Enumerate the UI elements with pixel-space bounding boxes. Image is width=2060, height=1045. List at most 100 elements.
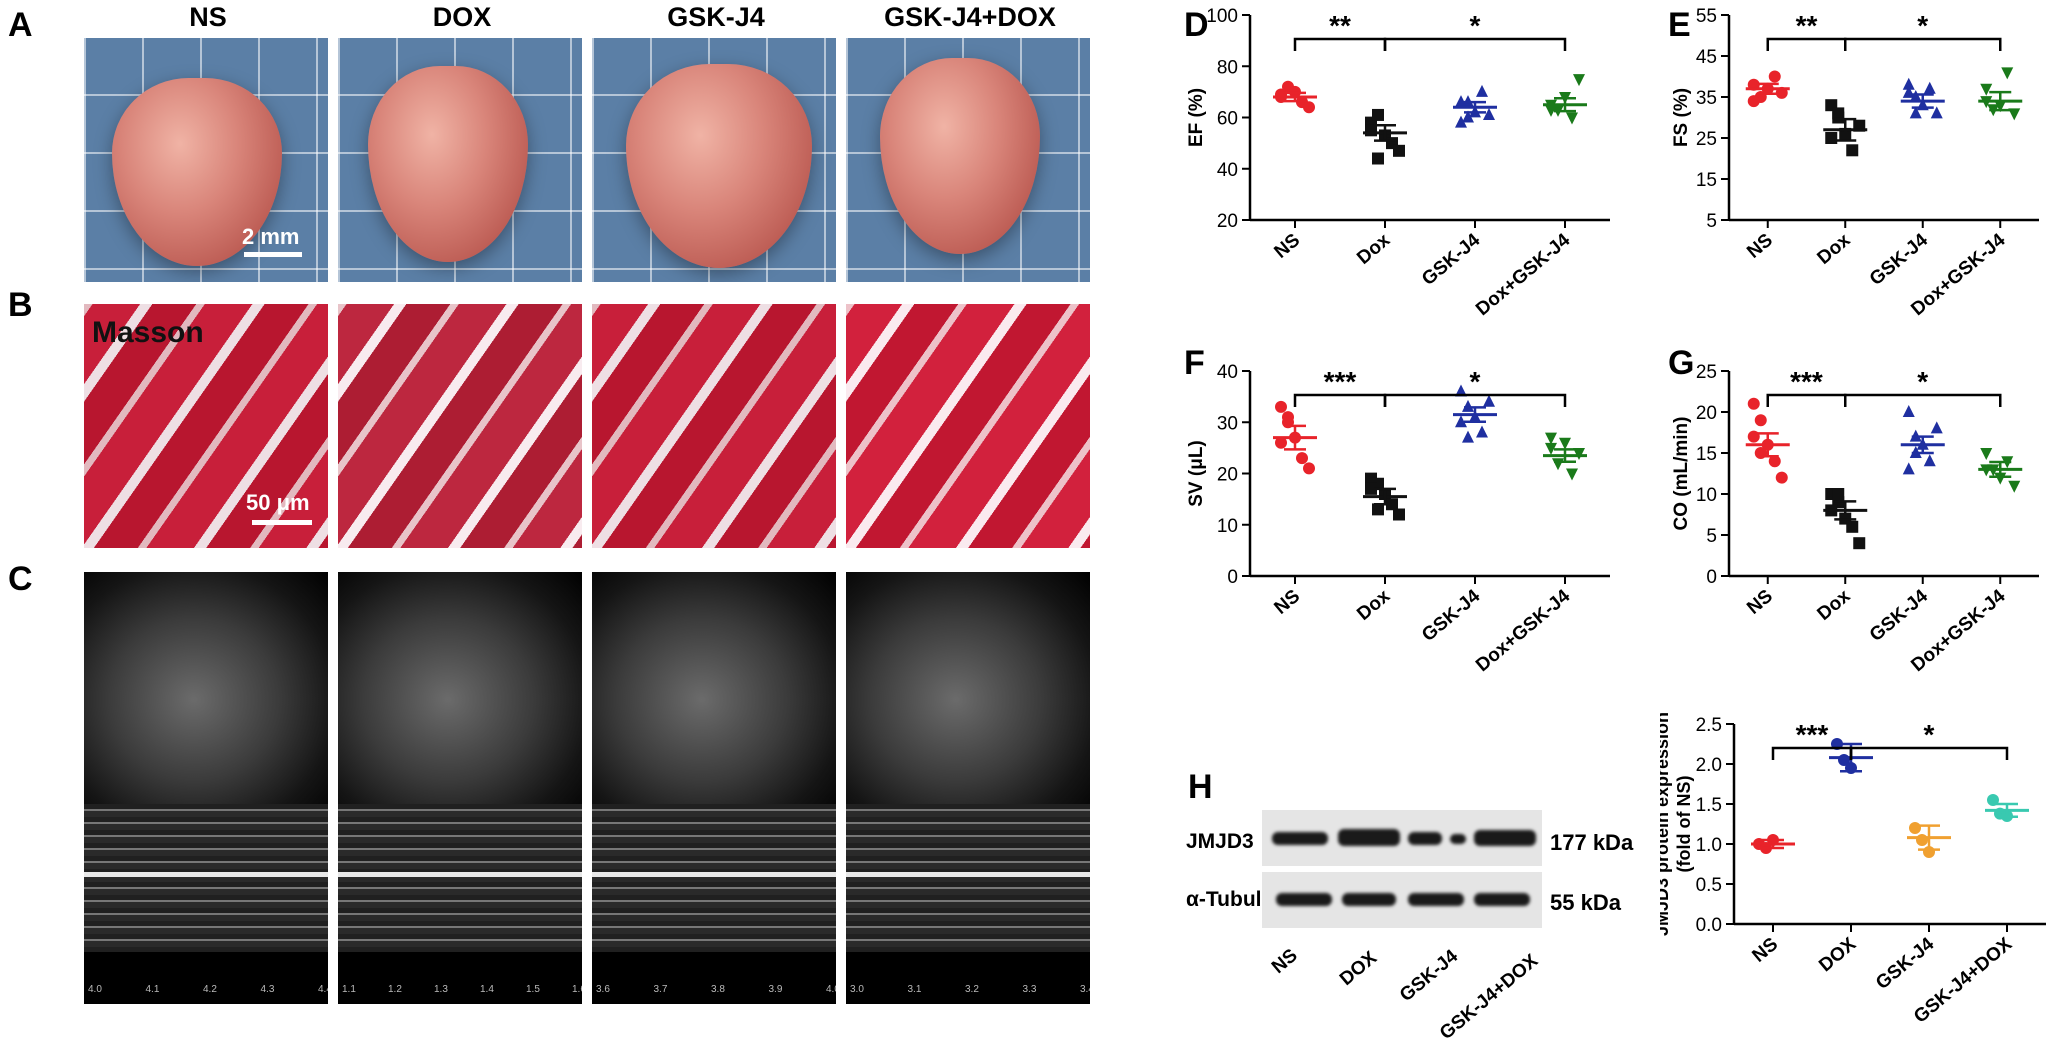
x-tick-label: NS <box>1748 934 1782 967</box>
x-tick-label: GSK-J4 <box>1418 229 1484 289</box>
x-tick-label: NS <box>1743 586 1777 619</box>
data-point <box>1545 432 1557 445</box>
data-point <box>1853 537 1866 550</box>
data-point <box>1372 152 1384 165</box>
data-point <box>1483 107 1495 120</box>
column-header-gsk-j4-dox: GSK-J4+DOX <box>884 2 1056 32</box>
data-point <box>1462 110 1474 123</box>
panel-letter-h: H <box>1188 768 1213 806</box>
series-group <box>1823 488 1868 550</box>
heart-image <box>880 58 1040 254</box>
panel-letter-c: C <box>8 560 33 598</box>
data-point <box>1476 425 1488 438</box>
y-tick-label: 15 <box>1696 444 1717 465</box>
echo-time-tick: 3.8 <box>711 984 725 995</box>
data-point <box>1282 411 1294 424</box>
data-point <box>1303 462 1315 475</box>
echo-time-tick: 1.3 <box>434 984 448 995</box>
wb-lane-gsk-j4: GSK-J4 <box>1396 945 1463 1007</box>
column-header-ns: NS <box>189 2 227 32</box>
y-tick-label: 35 <box>1696 88 1717 109</box>
echo-time-axis: 1.1 1.2 1.3 1.4 1.5 1.6 <box>338 976 582 1004</box>
data-point <box>1476 84 1488 97</box>
wb-band <box>1338 829 1400 846</box>
wb-label-tubulin: α-Tubulin <box>1186 888 1281 911</box>
significance-label: ** <box>1796 10 1818 41</box>
series-group <box>1453 384 1497 443</box>
data-point <box>1275 400 1287 413</box>
echo-image-ns: 4.0 4.1 4.2 4.3 4.4 <box>84 572 328 1004</box>
series-group <box>1900 405 1945 475</box>
series-group <box>1745 397 1790 484</box>
data-point <box>1902 405 1915 417</box>
echo-time-tick: 1.2 <box>388 984 402 995</box>
wb-band <box>1474 893 1530 906</box>
data-point <box>1846 520 1859 533</box>
x-tick-label: Dox <box>1813 585 1854 624</box>
data-point <box>1832 488 1845 500</box>
series-group <box>1978 67 2023 121</box>
y-tick-label: 2.5 <box>1696 715 1722 736</box>
y-tick-label: 10 <box>1696 485 1717 506</box>
data-point <box>1754 414 1767 427</box>
series-group <box>1273 80 1317 114</box>
data-point <box>1825 132 1838 144</box>
echo-time-tick: 1.4 <box>480 984 494 995</box>
echo-time-tick: 4.1 <box>145 984 160 995</box>
y-tick-label: 80 <box>1217 57 1238 78</box>
x-tick-label: GSK-J4 <box>1866 585 1932 645</box>
data-point <box>1832 107 1845 120</box>
echo-time-tick: 3.9 <box>768 984 783 995</box>
y-tick-label: 30 <box>1217 413 1238 434</box>
y-tick-label: 55 <box>1696 6 1717 27</box>
data-point <box>1775 471 1788 484</box>
wb-band <box>1342 893 1396 906</box>
wb-band <box>1474 830 1536 846</box>
heart-photo-gsk-j4-dox <box>846 38 1090 282</box>
y-tick-label: 25 <box>1696 129 1717 150</box>
echo-time-tick: 4.3 <box>260 984 275 995</box>
data-point <box>1923 454 1936 467</box>
series-group <box>1453 84 1497 128</box>
echo-time-axis: 3.6 3.7 3.8 3.9 4.0 <box>592 976 836 1004</box>
x-tick-label: Dox <box>1353 585 1394 624</box>
data-point <box>1545 104 1557 117</box>
column-header-gsk-j4: GSK-J4 <box>667 2 765 32</box>
heart-image <box>368 66 528 262</box>
data-point <box>1483 394 1495 407</box>
data-point <box>1455 384 1467 397</box>
data-point <box>1462 399 1474 412</box>
wb-band <box>1408 832 1442 845</box>
series-group <box>1745 70 1790 108</box>
echo-time-tick: 3.7 <box>653 984 668 995</box>
panel-letter-g: G <box>1668 344 1695 382</box>
masson-image-dox <box>338 304 582 548</box>
data-point <box>1573 448 1585 460</box>
y-tick-label: 20 <box>1217 465 1238 486</box>
series-group <box>1907 822 1951 858</box>
x-tick-label: GSK-J4 <box>1872 933 1938 993</box>
series-group <box>1543 432 1587 481</box>
y-tick-label: 5 <box>1706 526 1717 547</box>
panel-letter-d: D <box>1184 6 1209 44</box>
echo-image-gsk-j4-dox: 3.0 3.1 3.2 3.3 3.4 <box>846 572 1090 1004</box>
heart-image <box>626 64 812 268</box>
wb-band <box>1272 832 1328 845</box>
data-point <box>1930 106 1943 119</box>
data-point <box>1916 834 1928 846</box>
scale-bar <box>244 252 302 257</box>
data-point <box>1275 436 1287 449</box>
masson-image-ns: Masson 50 μm <box>84 304 328 548</box>
data-point <box>1923 81 1936 94</box>
wb-band <box>1276 893 1332 906</box>
y-tick-label: 20 <box>1696 403 1717 424</box>
x-tick-label: Dox <box>1353 229 1394 268</box>
echo-time-tick: 3.1 <box>907 984 922 995</box>
y-axis-label: EF (%) <box>1186 88 1207 147</box>
y-tick-label: 2.0 <box>1696 755 1722 776</box>
echo-time-tick: 3.2 <box>965 984 979 995</box>
